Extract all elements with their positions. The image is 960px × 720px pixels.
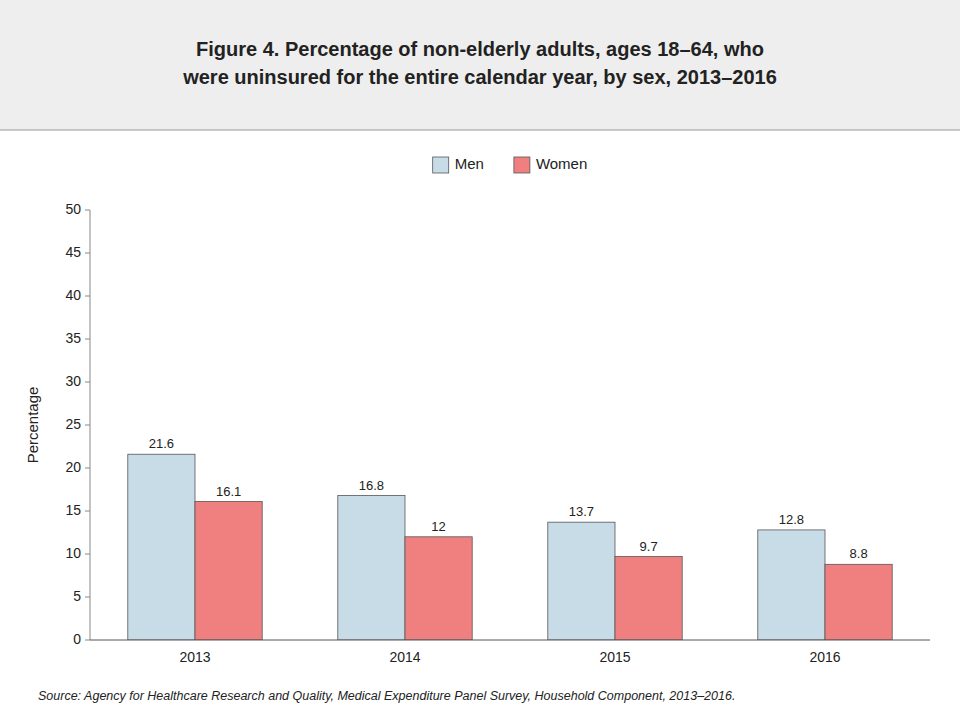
y-tick-label: 15	[65, 502, 81, 518]
bar	[758, 530, 825, 640]
x-axis-line	[90, 640, 930, 641]
y-tick-label: 45	[65, 244, 81, 260]
x-tick-label: 2015	[599, 649, 630, 665]
y-tick	[85, 210, 90, 211]
y-tick-label: 20	[65, 459, 81, 475]
bars	[128, 454, 892, 640]
legend-swatch	[433, 157, 449, 173]
data-label: 8.8	[850, 546, 868, 561]
legend-item: Women	[514, 155, 587, 173]
bar	[128, 454, 195, 640]
title: Figure 4. Percentage of non-elderly adul…	[196, 38, 764, 60]
y-tick	[85, 339, 90, 340]
bar	[195, 502, 262, 640]
data-label: 16.1	[216, 484, 241, 499]
y-tick	[85, 382, 90, 383]
bar	[405, 537, 472, 640]
y-tick	[85, 253, 90, 254]
header-background	[0, 0, 960, 130]
data-labels: 21.6 16.8 13.7 12.8 16.1 12 9.7 8.8	[149, 436, 868, 561]
y-tick	[85, 554, 90, 555]
y-tick-label: 25	[65, 416, 81, 432]
y-tick	[85, 640, 90, 641]
x-tick-label: 2014	[389, 649, 420, 665]
y-axis-line	[90, 210, 91, 640]
data-label: 13.7	[569, 504, 594, 519]
source-note: Source: Agency for Healthcare Research a…	[38, 689, 735, 703]
y-tick-label: 30	[65, 373, 81, 389]
header-separator	[0, 130, 960, 131]
bar	[615, 557, 682, 640]
chart: Figure 4. Percentage of non-elderly adul…	[0, 0, 960, 720]
y-tick-label: 50	[65, 201, 81, 217]
y-tick-label: 5	[73, 588, 81, 604]
legend-item: Men	[433, 155, 484, 173]
chart-container: Figure 4. Percentage of non-elderly adul…	[0, 0, 960, 720]
y-tick-label: 40	[65, 287, 81, 303]
y-tick	[85, 425, 90, 426]
bar	[338, 496, 405, 640]
data-label: 12.8	[779, 512, 804, 527]
data-label: 12	[431, 519, 445, 534]
legend-label: Men	[455, 155, 484, 172]
y-tick-label: 0	[73, 631, 81, 647]
legend-swatch	[514, 157, 530, 173]
y-tick-label: 10	[65, 545, 81, 561]
data-label: 16.8	[359, 478, 384, 493]
y-tick	[85, 468, 90, 469]
data-label: 9.7	[640, 539, 658, 554]
x-tick-label: 2016	[809, 649, 840, 665]
y-tick	[85, 597, 90, 598]
title: were uninsured for the entire calendar y…	[182, 66, 777, 88]
y-axis-label: Percentage	[24, 387, 41, 464]
bar	[825, 564, 892, 640]
y-tick	[85, 296, 90, 297]
x-tick-label: 2013	[179, 649, 210, 665]
y-tick	[85, 511, 90, 512]
legend-label: Women	[536, 155, 587, 172]
y-tick-label: 35	[65, 330, 81, 346]
bar	[548, 522, 615, 640]
data-label: 21.6	[149, 436, 174, 451]
legend: Men Women	[433, 155, 588, 173]
